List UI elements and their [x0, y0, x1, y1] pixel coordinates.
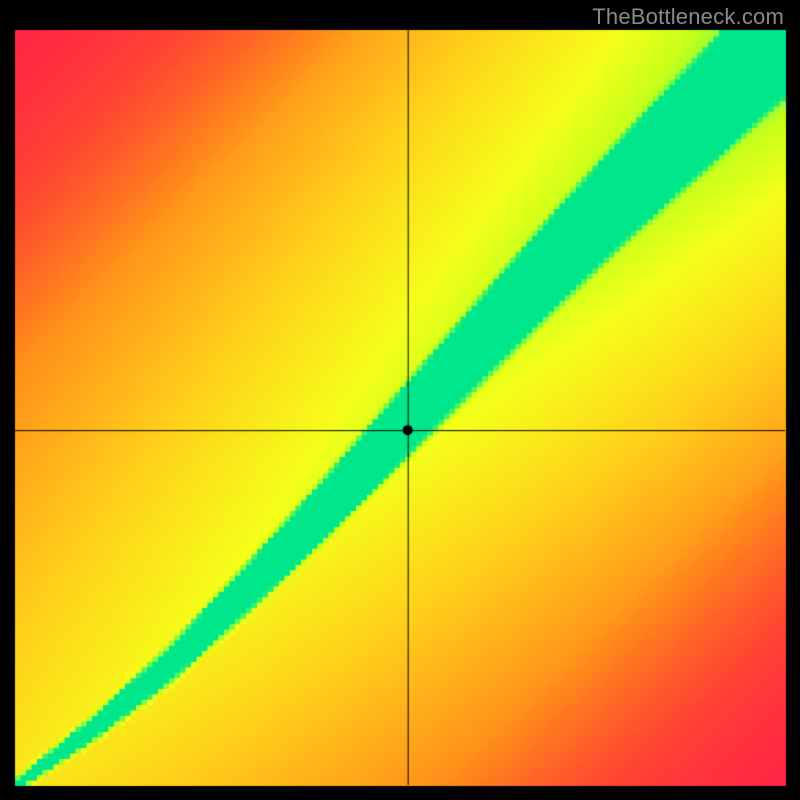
- watermark-text: TheBottleneck.com: [592, 4, 784, 30]
- bottleneck-chart: { "watermark": "TheBottleneck.com", "cha…: [0, 0, 800, 800]
- bottleneck-heatmap: [0, 0, 800, 800]
